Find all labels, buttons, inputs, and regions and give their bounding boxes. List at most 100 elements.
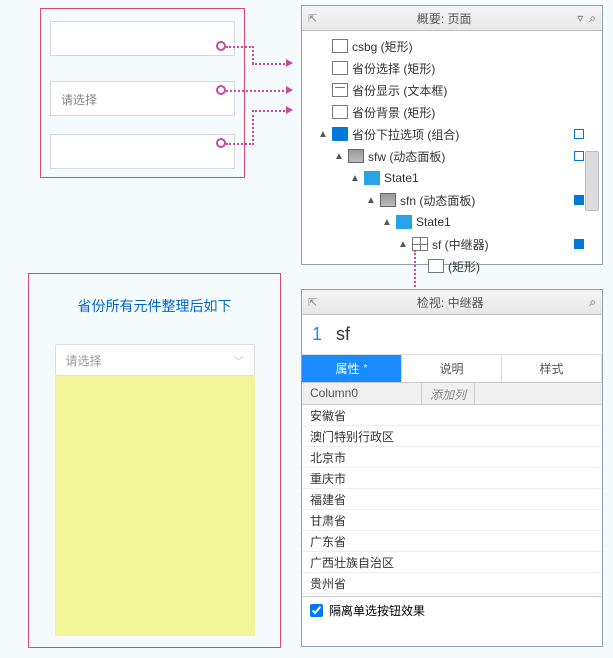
tree-node-icon xyxy=(396,215,412,229)
tree-node-icon xyxy=(332,61,348,75)
grid-row[interactable]: 北京市 xyxy=(302,447,602,468)
tree-row[interactable]: csbg (矩形) xyxy=(306,35,602,57)
tree-node-icon xyxy=(348,149,364,163)
tree-expander[interactable]: ▲ xyxy=(398,239,408,250)
inspector-id-num: 1 xyxy=(312,324,322,345)
inspector-footer: 隔离单选按钮效果 xyxy=(302,597,602,623)
connector-dot-3 xyxy=(216,138,226,148)
tree-node-label: sfn (动态面板) xyxy=(400,192,475,209)
grid-body: 安徽省澳门特别行政区北京市重庆市福建省甘肃省广东省广西壮族自治区贵州省海南省河北… xyxy=(302,405,602,597)
connector-line-3b xyxy=(252,110,254,145)
tree-node-label: 省份下拉选项 (组合) xyxy=(352,126,459,143)
tree-mark-icon xyxy=(574,151,584,161)
tree-node-label: sfw (动态面板) xyxy=(368,148,445,165)
link-icon[interactable]: ⇱ xyxy=(308,296,317,309)
connector-line-2 xyxy=(226,90,288,92)
inspector-id-name[interactable]: sf xyxy=(336,324,350,345)
summary-outline: 省份所有元件整理后如下 请选择 ﹀ xyxy=(28,273,281,648)
tree-node-label: State1 xyxy=(384,171,419,185)
tree-row[interactable]: ▲ 省份下拉选项 (组合) xyxy=(306,123,602,145)
tab-indicator: * xyxy=(364,363,368,374)
add-column[interactable]: 添加列 xyxy=(422,383,475,404)
tree-expander[interactable]: ▲ xyxy=(366,195,376,206)
tree-node-icon xyxy=(412,237,428,251)
column-header[interactable]: Column0 xyxy=(302,383,422,404)
inspector-panel: ⇱ 检视: 中继器 ⌕ 1 sf 属性* 说明 样式 Column0 添加列 安… xyxy=(301,289,603,647)
connector-line-1a xyxy=(226,46,254,48)
tree-mark-icon xyxy=(574,239,584,249)
tree-row[interactable]: ▲ State1 xyxy=(306,211,602,233)
grid-row[interactable]: 贵州省 xyxy=(302,573,602,594)
tree-expander[interactable]: ▲ xyxy=(334,151,344,162)
tree-node-icon xyxy=(428,259,444,273)
grid-row[interactable]: 甘肃省 xyxy=(302,510,602,531)
chevron-down-icon: ﹀ xyxy=(234,353,244,368)
inspector-tabs: 属性* 说明 样式 xyxy=(302,355,602,383)
tree-node-label: 省份选择 (矩形) xyxy=(352,60,435,77)
tree-node-icon xyxy=(380,193,396,207)
tree-row[interactable]: ▲ State1 xyxy=(306,167,602,189)
grid-header: Column0 添加列 xyxy=(302,383,602,405)
link-icon[interactable]: ⇱ xyxy=(308,12,317,25)
mockup-box-2[interactable]: 请选择 xyxy=(50,81,235,116)
grid-row[interactable]: 福建省 xyxy=(302,489,602,510)
tree-mark-icon xyxy=(574,129,584,139)
outline-tree: csbg (矩形) 省份选择 (矩形) 省份显示 (文本框) 省份背景 (矩形) ▲ 省份… xyxy=(302,31,602,281)
dropdown-placeholder: 请选择 xyxy=(66,352,102,369)
summary-dropdown[interactable]: 请选择 ﹀ xyxy=(55,344,255,376)
tree-expander[interactable]: ▲ xyxy=(318,129,328,140)
connector-line-3c xyxy=(252,110,288,112)
tree-node-label: csbg (矩形) xyxy=(352,38,413,55)
tab-style[interactable]: 样式 xyxy=(502,355,602,382)
tree-node-icon xyxy=(332,39,348,53)
tree-node-label: sf (中继器) xyxy=(432,236,489,253)
tree-row[interactable]: ▲ sfn (动态面板) xyxy=(306,189,602,211)
tree-row[interactable]: ▲ sfw (动态面板) xyxy=(306,145,602,167)
search-icon[interactable]: ⌕ xyxy=(589,295,596,310)
connector-dot-2 xyxy=(216,85,226,95)
tree-node-label: (矩形) xyxy=(448,258,480,275)
tree-node-icon xyxy=(364,171,380,185)
connector-arrow-2 xyxy=(286,86,293,94)
mockup-outline: 请选择 xyxy=(40,8,245,178)
tree-row[interactable]: 省份背景 (矩形) xyxy=(306,101,602,123)
search-icon[interactable]: ⌕ xyxy=(589,11,596,26)
footer-label: 隔离单选按钮效果 xyxy=(329,602,425,619)
mockup-box-3[interactable] xyxy=(50,134,235,169)
inspector-title: 检视: 中继器 xyxy=(317,294,583,311)
tree-node-icon xyxy=(332,105,348,119)
connector-arrow-3 xyxy=(286,106,293,114)
tree-row[interactable]: ▲ sf (中继器) xyxy=(306,233,602,255)
outline-header: ⇱ 概要: 页面 ▿ ⌕ xyxy=(302,6,602,31)
connector-arrow-1 xyxy=(286,59,293,67)
tree-node-label: 省份显示 (文本框) xyxy=(352,82,447,99)
tab-properties[interactable]: 属性* xyxy=(302,355,402,382)
summary-yellow-area xyxy=(55,376,255,636)
tree-node-label: State1 xyxy=(416,215,451,229)
inspector-id-row: 1 sf xyxy=(302,315,602,355)
grid-row[interactable]: 重庆市 xyxy=(302,468,602,489)
tab-notes[interactable]: 说明 xyxy=(402,355,502,382)
outline-title: 概要: 页面 xyxy=(317,10,571,27)
grid-row[interactable]: 安徽省 xyxy=(302,405,602,426)
tree-node-icon xyxy=(332,83,348,97)
grid-row[interactable]: 广东省 xyxy=(302,531,602,552)
tree-node-label: 省份背景 (矩形) xyxy=(352,104,435,121)
tree-row[interactable]: 省份显示 (文本框) xyxy=(306,79,602,101)
tree-expander[interactable]: ▲ xyxy=(350,173,360,184)
connector-dot-1 xyxy=(216,41,226,51)
connector-line-3a xyxy=(226,143,254,145)
tree-expander[interactable]: ▲ xyxy=(382,217,392,228)
summary-title: 省份所有元件整理后如下 xyxy=(29,296,280,316)
grid-row[interactable]: 澳门特别行政区 xyxy=(302,426,602,447)
outline-panel: ⇱ 概要: 页面 ▿ ⌕ csbg (矩形) 省份选择 (矩形) 省份显示 (文本框… xyxy=(301,5,603,265)
grid-row[interactable]: 广西壮族自治区 xyxy=(302,552,602,573)
inspector-header: ⇱ 检视: 中继器 ⌕ xyxy=(302,290,602,315)
tree-row[interactable]: (矩形) xyxy=(306,255,602,277)
isolate-radio-checkbox[interactable] xyxy=(310,604,323,617)
mockup-box-1[interactable] xyxy=(50,21,235,56)
tree-row[interactable]: 省份选择 (矩形) xyxy=(306,57,602,79)
connector-line-1c xyxy=(252,63,288,65)
filter-icon[interactable]: ▿ xyxy=(577,11,583,25)
tree-mark-icon xyxy=(574,195,584,205)
